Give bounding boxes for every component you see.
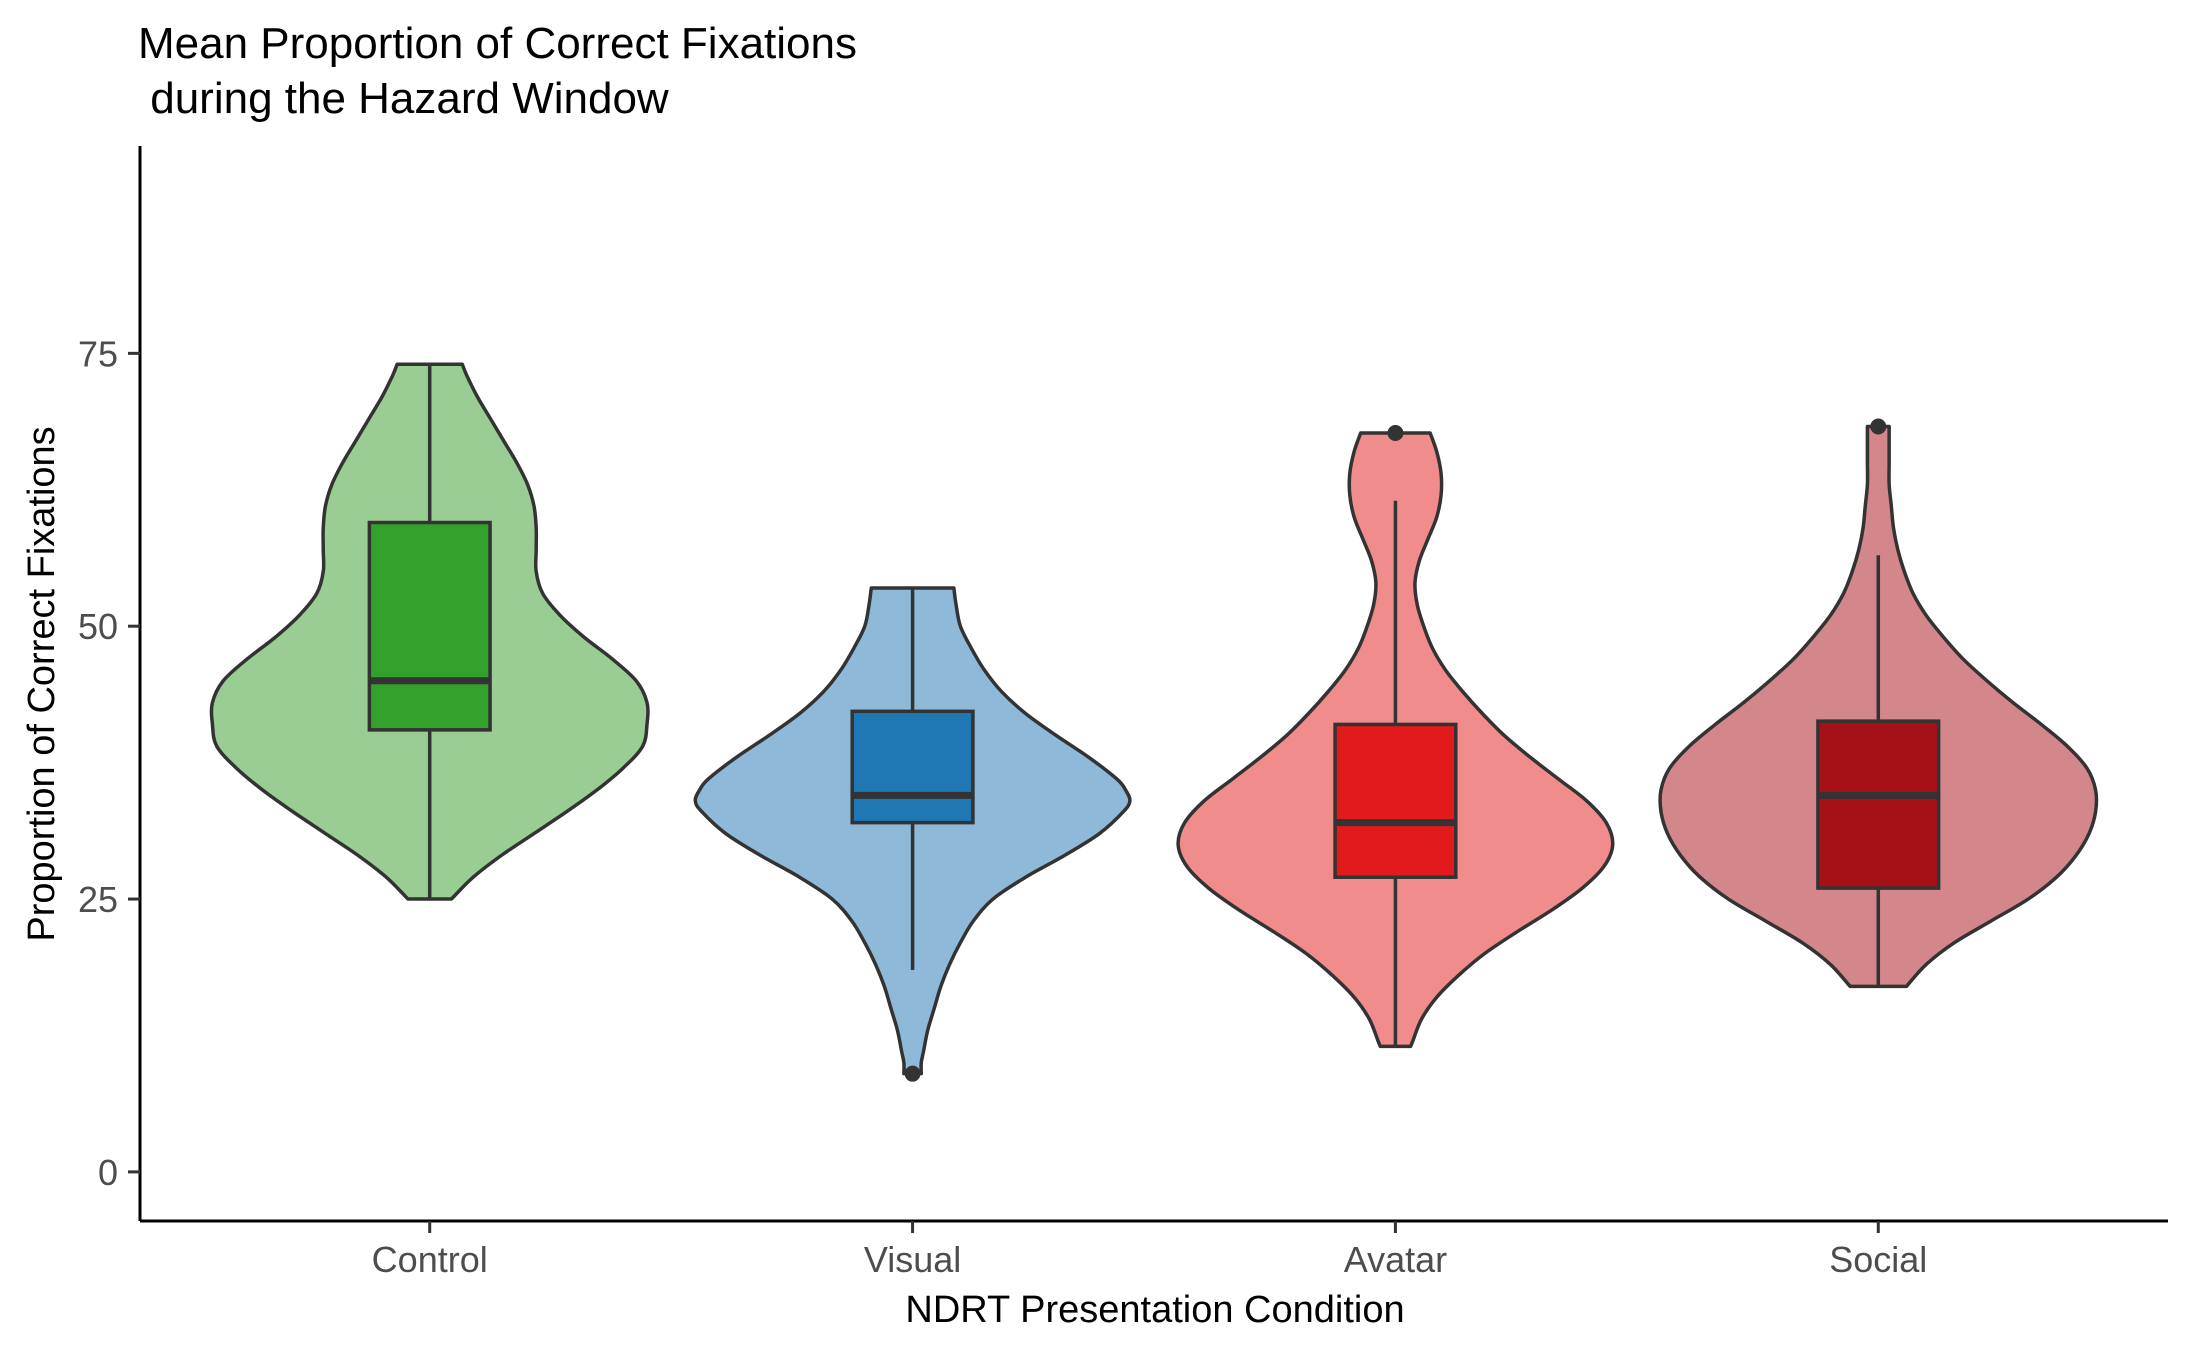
violin-group-visual [693,586,1132,1082]
box-control [367,520,492,732]
violin-group-avatar [1176,425,1615,1049]
y-axis-ticks: 0 25 50 75 [78,333,140,1193]
y-tick-label-0: 0 [98,1152,118,1193]
x-axis-ticks: Control Visual Avatar Social [372,1221,1927,1280]
y-tick-label-50: 50 [78,606,118,647]
x-tick-label-control: Control [372,1239,488,1280]
y-tick-label-25: 25 [78,879,118,920]
violin-group-control [209,362,650,901]
plot-area [209,362,2099,1082]
violin-group-social [1658,418,2099,989]
outlier-social-0 [1870,418,1887,435]
y-tick-label-75: 75 [78,333,118,374]
x-tick-label-avatar: Avatar [1344,1239,1447,1280]
y-axis-title: Proportion of Correct Fixations [21,426,63,941]
x-axis-title: NDRT Presentation Condition [905,1289,1404,1331]
outlier-avatar-0 [1387,425,1404,442]
x-tick-label-visual: Visual [864,1239,961,1280]
chart-title-line-1: Mean Proportion of Correct Fixations [138,19,857,68]
box-avatar [1333,722,1458,879]
outlier-visual-0 [904,1065,921,1082]
box-visual [850,709,975,825]
chart-title-line-2: during the Hazard Window [138,74,669,123]
x-tick-label-social: Social [1829,1239,1927,1280]
box-social [1816,719,1941,890]
